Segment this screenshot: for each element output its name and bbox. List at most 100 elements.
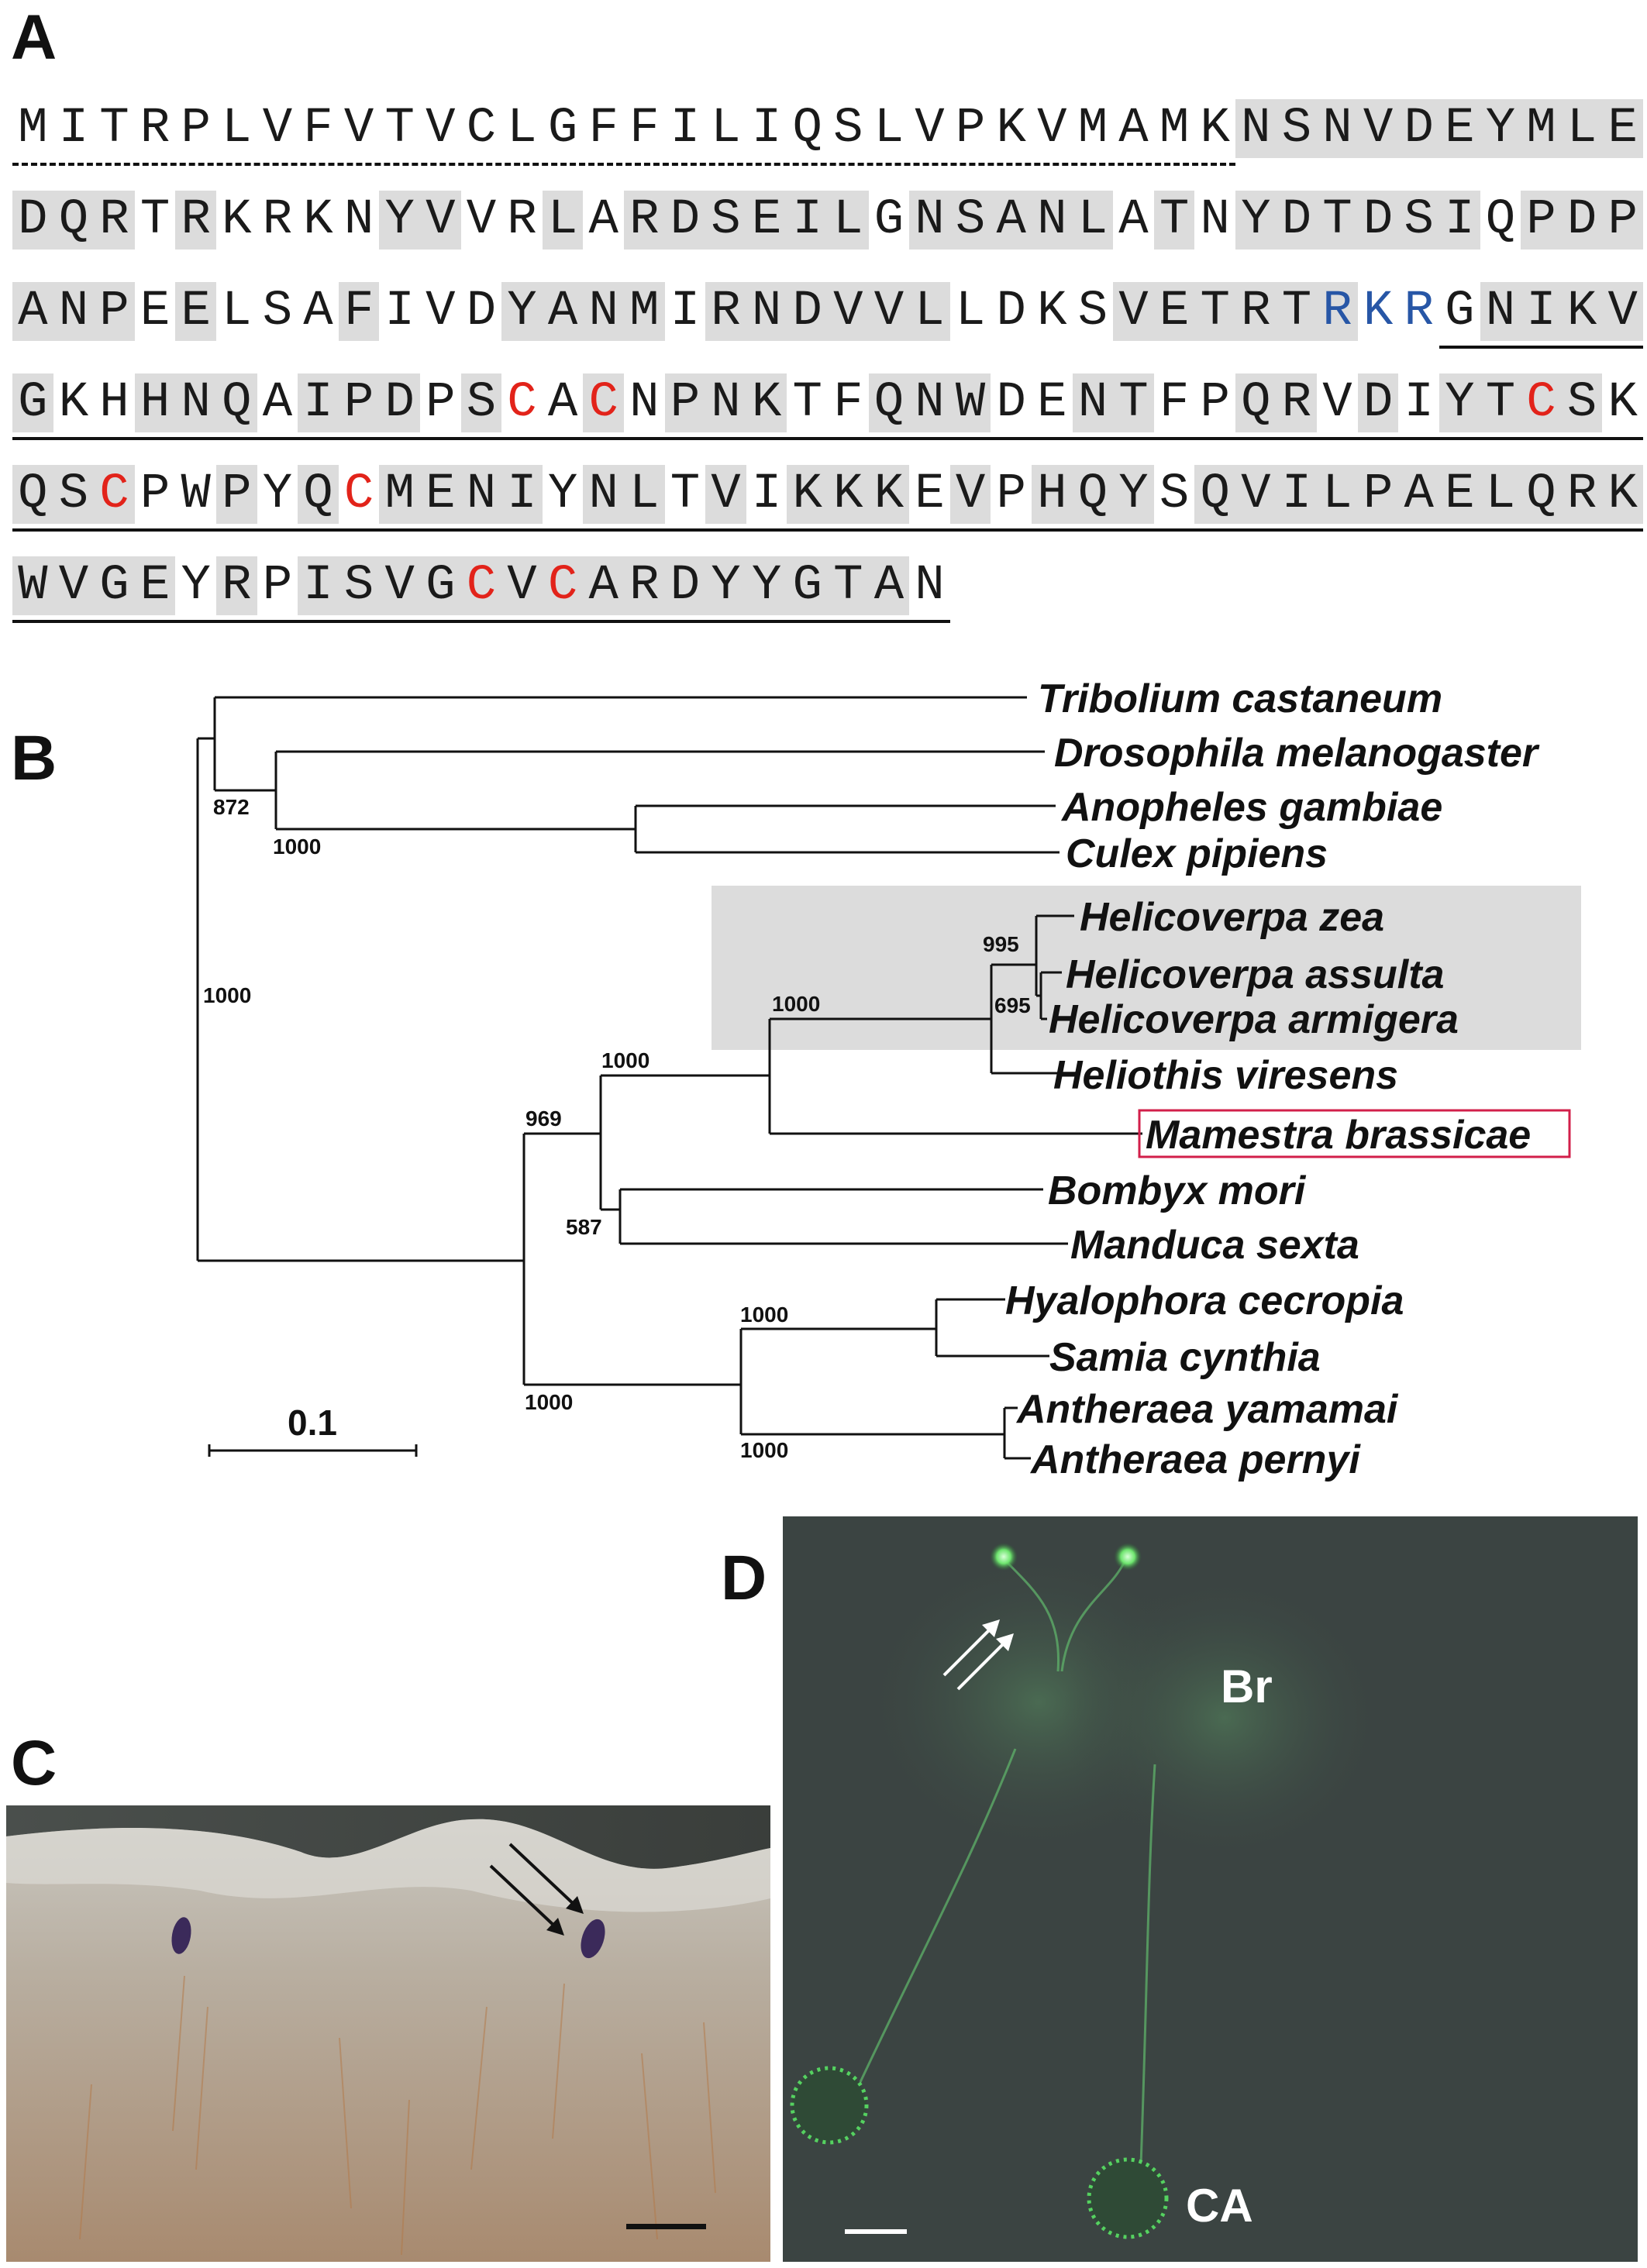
residue: I: [751, 466, 782, 522]
residue: S: [262, 284, 293, 339]
residue: K: [58, 375, 89, 431]
residue: Y: [501, 282, 543, 341]
residue: V: [1113, 282, 1154, 341]
residue: N: [1032, 191, 1073, 250]
residue: M: [379, 465, 420, 524]
neurosecretory-cell: [1114, 1543, 1142, 1571]
residue: D: [996, 284, 1026, 339]
residue: R: [624, 556, 665, 615]
residue: D: [1398, 99, 1439, 158]
neurosecretory-cell: [990, 1543, 1018, 1571]
residue: E: [134, 556, 176, 615]
residue: M: [624, 282, 665, 341]
residue: G: [547, 101, 578, 157]
residue: D: [1357, 191, 1399, 250]
residue: L: [624, 465, 665, 524]
residue: Q: [868, 373, 910, 432]
taxon-label: Anopheles gambiae: [1060, 785, 1442, 830]
residue: T: [1480, 373, 1521, 432]
residue: A: [991, 191, 1032, 250]
residue: C: [542, 556, 584, 615]
residue: Q: [1235, 373, 1277, 432]
residue: H: [134, 373, 176, 432]
residue: T: [1113, 373, 1154, 432]
residue: M: [1521, 99, 1562, 158]
residue: Y: [1113, 465, 1154, 524]
residue: S: [1398, 191, 1439, 250]
residue: Q: [216, 373, 257, 432]
residue: T: [99, 101, 129, 157]
residue: N: [343, 192, 374, 248]
residue: C: [583, 373, 624, 432]
residue: D: [12, 191, 53, 250]
bootstrap-value: 969: [525, 1106, 562, 1131]
residue: P: [1521, 191, 1562, 250]
mature-peptide-underline: [1439, 346, 1643, 349]
residue: V: [1602, 282, 1643, 341]
in-situ-hybridization-image: [6, 1805, 770, 2262]
residue: L: [507, 101, 537, 157]
panel-label-c: C: [11, 1728, 57, 1798]
residue: V: [1322, 375, 1352, 431]
residue: L: [1480, 465, 1521, 524]
residue: A: [12, 282, 53, 341]
residue: S: [1077, 284, 1108, 339]
residue: I: [670, 101, 701, 157]
residue: V: [420, 191, 461, 250]
residue: E: [1153, 282, 1195, 341]
residue: V: [828, 282, 869, 341]
residue: K: [787, 465, 828, 524]
residue: E: [1602, 99, 1643, 158]
residue: Q: [298, 465, 339, 524]
residue: D: [1357, 373, 1399, 432]
residue: L: [909, 282, 950, 341]
residue: N: [909, 191, 950, 250]
arrow-icon: [489, 1843, 577, 1929]
bootstrap-value: 1000: [601, 1048, 649, 1072]
residue: Y: [181, 558, 211, 614]
residue: V: [501, 556, 543, 615]
residue: V: [705, 465, 746, 524]
residue: N: [1235, 99, 1277, 158]
scale-bar-label: 0.1: [288, 1402, 337, 1443]
residue: Y: [262, 466, 293, 522]
brain-label: Br: [1221, 1661, 1273, 1712]
residue: K: [1037, 284, 1067, 339]
residue: S: [833, 101, 863, 157]
bootstrap-value: 1000: [740, 1303, 788, 1327]
corpus-allatum-right: [1087, 2157, 1169, 2239]
taxon-label: Drosophila melanogaster: [1054, 731, 1540, 776]
panel-label-d: D: [721, 1543, 767, 1613]
residue: Y: [705, 556, 746, 615]
residue: F: [629, 101, 660, 157]
residue: D: [664, 556, 706, 615]
residue: P: [216, 465, 257, 524]
residue: G: [420, 556, 461, 615]
residue: T: [828, 556, 869, 615]
taxon-label: Helicoverpa assulta: [1066, 952, 1444, 997]
taxon-label: Helicoverpa armigera: [1049, 997, 1459, 1042]
residue: D: [1561, 191, 1603, 250]
residue: M: [1159, 101, 1190, 157]
residue: R: [140, 101, 171, 157]
residue: P: [955, 101, 986, 157]
residue: Q: [1194, 465, 1235, 524]
residue: F: [303, 101, 333, 157]
residue: I: [751, 101, 782, 157]
taxon-label: Hyalophora cecropia: [1005, 1279, 1404, 1323]
residue: E: [175, 282, 216, 341]
bootstrap-value: 1000: [273, 835, 321, 859]
residue: I: [1439, 191, 1480, 250]
residue: K: [222, 192, 252, 248]
residue: L: [542, 191, 584, 250]
residue: N: [909, 373, 950, 432]
residue: P: [996, 466, 1026, 522]
residue: K: [828, 465, 869, 524]
residue: W: [181, 466, 211, 522]
immunofluorescence-image: Br CA: [783, 1516, 1638, 2262]
residue: L: [828, 191, 869, 250]
mature-peptide-underline: [12, 437, 1643, 440]
